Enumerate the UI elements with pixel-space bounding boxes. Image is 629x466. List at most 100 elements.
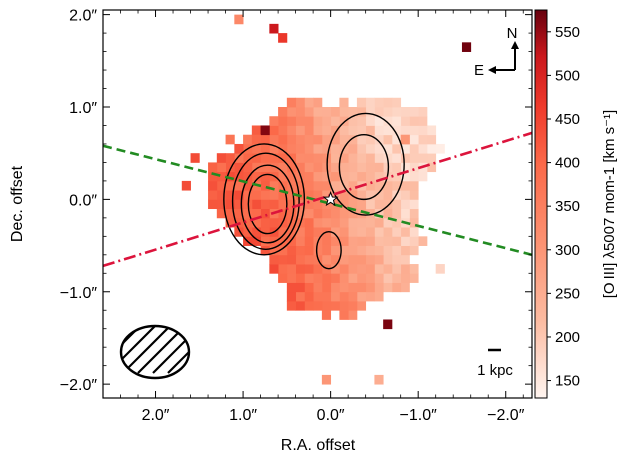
map-pixel [374,107,384,117]
map-pixel [339,301,349,311]
map-pixel [418,125,428,136]
map-pixel [365,162,375,173]
map-pixel [330,291,340,302]
map-pixel [295,291,305,302]
map-pixel [330,264,340,274]
map-pixel [391,162,402,173]
map-pixel [260,245,270,256]
map-pixel [409,190,419,200]
map-pixel [409,116,419,126]
map-pixel [278,162,288,173]
map-pixel [391,282,402,293]
map-pixel [409,208,419,219]
map-pixel [234,199,244,210]
map-pixel [304,125,314,136]
map-pixel [400,282,410,293]
map-pixel [243,171,253,182]
map-pixel [356,97,367,108]
map-pixel [251,227,261,237]
map-pixel [400,190,410,200]
map-pixel [225,134,235,145]
colorbar-tick-label: 550 [555,24,580,41]
map-pixel [356,273,367,283]
map-pixel [339,264,349,274]
map-pixel [374,97,384,108]
map-pixel [374,217,384,228]
map-pixel [339,217,349,228]
map-pixel [383,134,393,145]
y-axis-label: Dec. offset [9,165,26,242]
map-pixel [313,291,323,302]
map-pixel [391,217,402,228]
map-pixel [391,273,402,283]
map-pixel [365,97,375,108]
map-pixel [383,217,393,228]
beam-ellipse [119,324,191,380]
map-pixel [374,180,384,191]
map-pixel [321,291,332,302]
map-pixel [278,143,288,154]
map-pixel [286,134,297,145]
map-pixel [391,153,402,163]
map-pixel [330,125,340,136]
map-pixel [295,107,305,117]
map-pixel [330,273,340,283]
map-pixel [348,190,358,200]
map-pixel [356,208,367,219]
map-pixel [304,301,314,311]
map-pixel [365,291,375,302]
map-pixel [339,254,349,265]
map-pixel [295,208,305,219]
map-pixel [304,236,314,246]
map-pixel [356,264,367,274]
map-pixel [383,273,393,283]
map-pixel [278,171,288,182]
map-pixel [313,273,323,283]
map-pixel [374,162,384,173]
map-pixel [286,273,297,283]
x-axis-label: R.A. offset [281,437,356,454]
map-pixel [295,134,305,145]
map-pixel [391,180,402,191]
colorbar-tick-label: 300 [555,242,580,259]
map-pixel [383,107,393,117]
map-pixel [374,134,384,145]
map-pixel [330,143,340,154]
map-pixel [383,199,393,210]
map-pixel [286,282,297,293]
map-pixel [295,97,305,108]
map-pixel [278,134,288,145]
map-pixel [374,264,384,274]
map-pixel [260,227,270,237]
map-pixel [208,162,218,173]
east-contour-2 [240,164,295,244]
map-pixel [348,273,358,283]
map-pixel [365,143,375,154]
map-pixel [321,180,332,191]
map-pixel [216,153,226,163]
map-pixel [400,171,410,182]
map-pixel [304,291,314,302]
compass-east-label: E [474,62,484,79]
map-pixel [339,134,349,145]
east-contour-1 [247,173,288,235]
map-pixel [330,227,340,237]
map-pixel [365,107,375,117]
map-pixel [251,236,261,246]
map-pixel [251,162,261,173]
map-pixel [278,227,288,237]
map-pixel [409,171,419,182]
map-pixel [278,116,288,126]
map-pixel [356,199,367,210]
west-contour-1 [338,134,390,201]
map-pixel [391,208,402,219]
map-pixel [295,282,305,293]
map-pixel [313,125,323,136]
map-pixel [286,291,297,302]
map-pixel [321,254,332,265]
map-pixel [409,180,419,191]
map-pixel [269,254,279,265]
map-pixel [313,264,323,274]
map-pixel [383,282,393,293]
map-pixel [391,199,402,210]
